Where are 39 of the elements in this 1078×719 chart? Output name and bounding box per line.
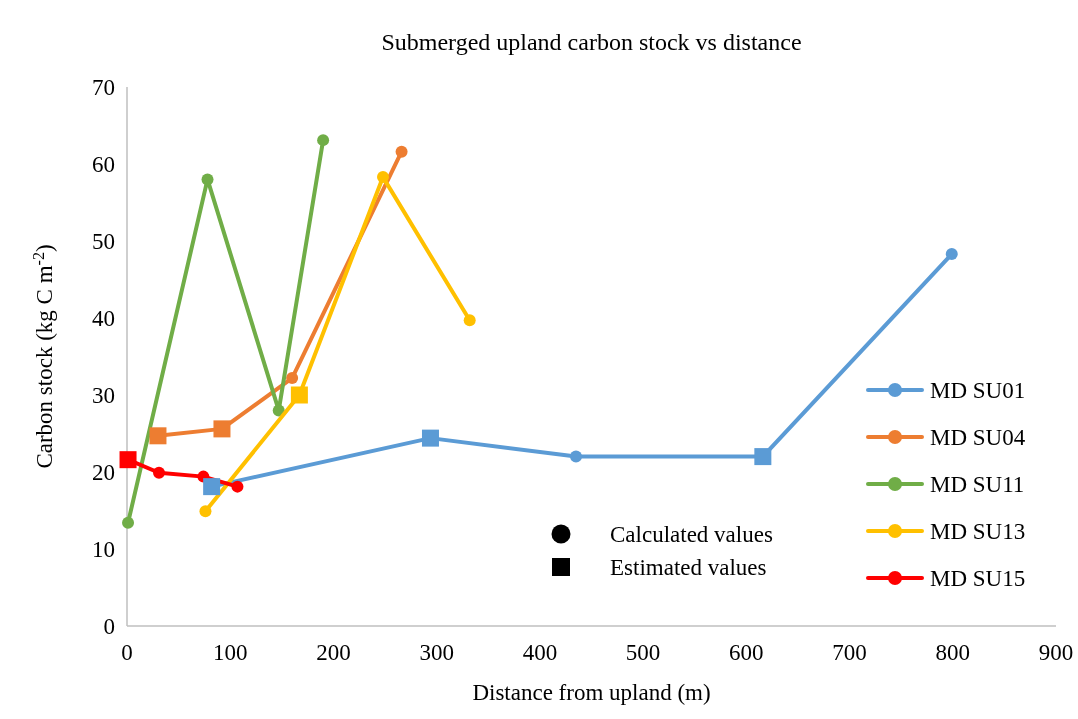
legend-label: MD SU01 (930, 378, 1026, 403)
y-tick-label: 70 (92, 75, 115, 100)
x-tick-label: 700 (832, 640, 867, 665)
point (201, 173, 214, 186)
legend-label: MD SU15 (930, 566, 1026, 591)
point (570, 450, 583, 463)
point (395, 145, 408, 158)
x-tick-label: 200 (316, 640, 351, 665)
point (286, 372, 299, 385)
legend-label: MD SU11 (930, 472, 1025, 497)
point (463, 314, 476, 327)
x-tick-label: 500 (625, 640, 661, 665)
point (199, 505, 212, 518)
x-tick-label: 0 (121, 640, 133, 665)
x-tick-label: 100 (212, 640, 248, 665)
point (376, 171, 389, 184)
chart-title: Submerged upland carbon stock vs distance (381, 29, 802, 55)
x-tick-label: 300 (419, 640, 454, 665)
point (122, 516, 135, 529)
x-tick-label: 800 (935, 640, 971, 665)
y-tick-label: 30 (92, 383, 115, 408)
point (153, 466, 165, 479)
x-tick-label: 600 (729, 640, 764, 665)
y-tick-label: 40 (92, 306, 115, 331)
x-tick-label: 900 (1038, 640, 1074, 665)
legend-label: MD SU04 (930, 425, 1026, 450)
point (317, 134, 330, 147)
y-tick-label: 0 (103, 614, 115, 639)
legend-label: MD SU13 (930, 519, 1026, 544)
x-tick-label: 400 (522, 640, 558, 665)
y-tick-label: 50 (92, 229, 115, 254)
annotation: Estimated values (610, 555, 767, 580)
point (231, 480, 244, 493)
y-tick-label: 10 (92, 537, 115, 562)
y-tick-label: 20 (92, 460, 115, 485)
point (945, 248, 958, 261)
x-axis-title: Distance from upland (m) (472, 680, 711, 705)
annotation: Calculated values (610, 522, 773, 547)
y-tick-label: 60 (92, 152, 115, 177)
